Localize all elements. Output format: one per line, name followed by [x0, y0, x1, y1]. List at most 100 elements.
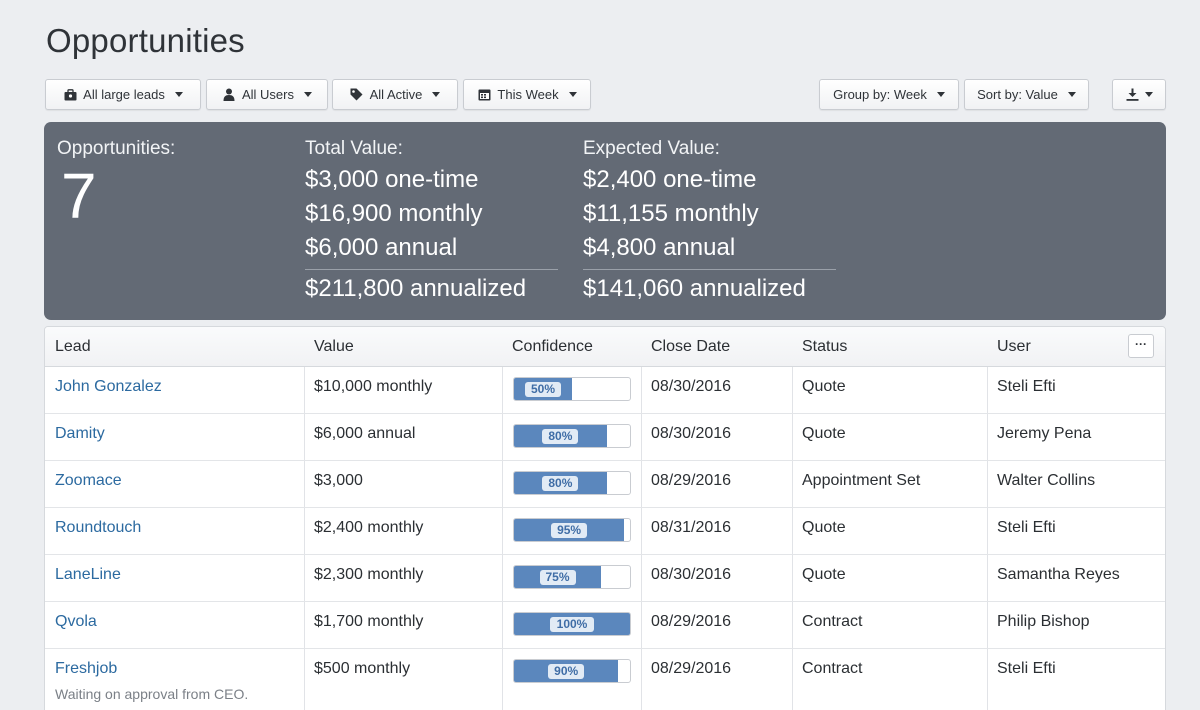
status-cell: Quote	[802, 378, 846, 395]
total-monthly: $16,900 monthly	[305, 200, 483, 227]
user-cell: Steli Efti	[997, 378, 1056, 395]
status-cell: Appointment Set	[802, 472, 921, 489]
column-header-close-date[interactable]: Close Date	[651, 338, 731, 355]
value-cell: $1,700 monthly	[314, 613, 424, 630]
column-divider	[641, 327, 642, 710]
confidence-label: 50%	[525, 382, 561, 397]
column-header-value[interactable]: Value	[314, 338, 354, 355]
expected-annualized: $141,060 annualized	[583, 275, 806, 302]
column-header-user[interactable]: User	[997, 338, 1031, 355]
close-date-cell: 08/30/2016	[651, 425, 732, 442]
confidence-bar: 80%	[513, 424, 631, 448]
close-date-cell: 08/29/2016	[651, 472, 732, 489]
more-options-button[interactable]: ···	[1128, 334, 1154, 358]
confidence-label: 80%	[542, 476, 579, 491]
close-date-cell: 08/29/2016	[651, 613, 732, 630]
expected-monthly: $11,155 monthly	[583, 200, 759, 227]
status-cell: Contract	[802, 660, 863, 677]
table-row[interactable]: Damity $6,000 annual 08/30/2016 Quote Jeremy…	[45, 414, 1165, 461]
expected-one-time: $2,400 one-time	[583, 166, 757, 193]
table-row[interactable]: John Gonzalez $10,000 monthly 08/30/2016 Qu…	[45, 367, 1165, 414]
table-header: Lead Value Confidence Close Date Status …	[45, 327, 1165, 367]
close-date-cell: 08/29/2016	[651, 660, 732, 677]
column-header-lead[interactable]: Lead	[55, 338, 91, 355]
confidence-bar: 75%	[513, 565, 631, 589]
lead-link[interactable]: John Gonzalez	[55, 378, 162, 395]
user-cell: Jeremy Pena	[997, 425, 1092, 442]
lead-note: Waiting on approval from CEO.	[55, 686, 249, 702]
lead-link[interactable]: LaneLine	[55, 566, 121, 583]
sort-by-label: Sort by: Value	[977, 87, 1058, 102]
value-cell: $500 monthly	[314, 660, 411, 677]
expected-annual: $4,800 annual	[583, 234, 736, 261]
column-header-confidence[interactable]: Confidence	[512, 338, 593, 355]
status-cell: Quote	[802, 519, 846, 536]
group-by-label: Group by: Week	[833, 87, 927, 102]
user-filter-label: All Users	[241, 87, 294, 102]
lead-link[interactable]: Damity	[55, 425, 105, 442]
lead-link[interactable]: Freshjob	[55, 660, 118, 677]
calendar-icon	[477, 88, 491, 102]
chevron-down-icon	[568, 92, 577, 97]
status-filter-dropdown[interactable]: All Active	[332, 79, 458, 110]
close-date-cell: 08/31/2016	[651, 519, 732, 536]
export-dropdown[interactable]	[1112, 79, 1166, 110]
value-cell: $6,000 annual	[314, 425, 416, 442]
lead-filter-dropdown[interactable]: All large leads	[45, 79, 201, 110]
chevron-down-icon	[432, 92, 441, 97]
opportunities-count: 7	[61, 160, 97, 232]
close-date-cell: 08/30/2016	[651, 378, 732, 395]
table-row[interactable]: Roundtouch $2,400 monthly 08/31/2016 Quote S…	[45, 508, 1165, 555]
page-title: Opportunities	[46, 22, 245, 59]
summary-panel: Opportunities: 7 Total Value: $3,000 one…	[44, 122, 1166, 320]
confidence-label: 100%	[550, 617, 594, 632]
lead-link[interactable]: Zoomace	[55, 472, 122, 489]
table-row[interactable]: Zoomace $3,000 08/29/2016 Appointment Set Wa…	[45, 461, 1165, 508]
lead-link[interactable]: Roundtouch	[55, 519, 142, 536]
user-filter-dropdown[interactable]: All Users	[206, 79, 328, 110]
value-cell: $10,000 monthly	[314, 378, 433, 395]
group-by-dropdown[interactable]: Group by: Week	[819, 79, 959, 110]
expected-divider	[583, 269, 836, 270]
user-cell: Philip Bishop	[997, 613, 1090, 630]
status-cell: Contract	[802, 613, 863, 630]
confidence-bar: 100%	[513, 612, 631, 636]
total-annual: $6,000 annual	[305, 234, 458, 261]
user-cell: Steli Efti	[997, 660, 1056, 677]
close-date-cell: 08/30/2016	[651, 566, 732, 583]
table-row[interactable]: Freshjob $500 monthly 08/29/2016 Contract St…	[45, 649, 1165, 710]
confidence-label: 95%	[551, 523, 588, 538]
value-cell: $2,300 monthly	[314, 566, 424, 583]
user-cell: Walter Collins	[997, 472, 1096, 489]
chevron-down-icon	[936, 92, 945, 97]
table-row[interactable]: Qvola $1,700 monthly 08/29/2016 Contract Phi…	[45, 602, 1165, 649]
tag-icon	[350, 88, 364, 102]
opportunities-table: Lead Value Confidence Close Date Status …	[44, 326, 1166, 710]
value-cell: $3,000	[314, 472, 363, 489]
confidence-label: 75%	[539, 570, 576, 585]
download-icon	[1125, 88, 1139, 102]
table-row[interactable]: LaneLine $2,300 monthly 08/30/2016 Quote Sam…	[45, 555, 1165, 602]
total-annualized: $211,800 annualized	[305, 275, 527, 302]
confidence-label: 90%	[548, 664, 585, 679]
lead-link[interactable]: Qvola	[55, 613, 97, 630]
confidence-bar: 95%	[513, 518, 631, 542]
status-cell: Quote	[802, 425, 846, 442]
column-divider	[792, 327, 793, 710]
lead-filter-label: All large leads	[83, 87, 165, 102]
column-divider	[987, 327, 988, 710]
total-divider	[305, 269, 558, 270]
period-filter-label: This Week	[497, 87, 559, 102]
column-divider	[304, 327, 305, 710]
confidence-bar: 80%	[513, 471, 631, 495]
column-header-status[interactable]: Status	[802, 338, 848, 355]
user-cell: Samantha Reyes	[997, 566, 1120, 583]
period-filter-dropdown[interactable]: This Week	[463, 79, 591, 110]
value-cell: $2,400 monthly	[314, 519, 424, 536]
column-divider	[502, 327, 503, 710]
status-cell: Quote	[802, 566, 846, 583]
chevron-down-icon	[1145, 92, 1153, 97]
confidence-bar: 90%	[513, 659, 631, 683]
confidence-label: 80%	[542, 429, 579, 444]
sort-by-dropdown[interactable]: Sort by: Value	[964, 79, 1089, 110]
